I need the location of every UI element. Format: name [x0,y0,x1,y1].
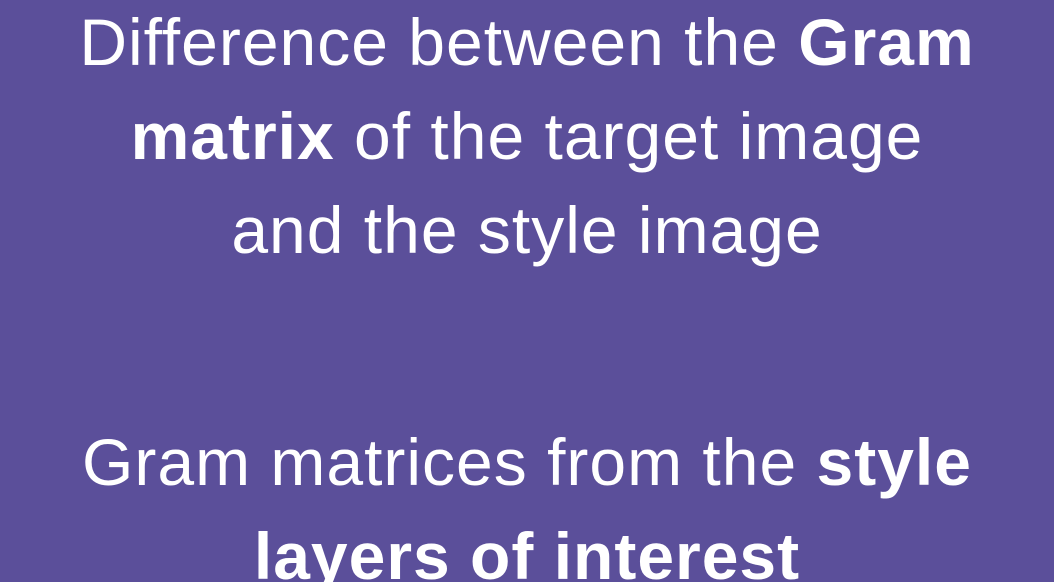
block2-line2: layers of interest [0,509,1054,582]
block1-line2: matrix of the target image [0,89,1054,183]
block2-line2-bold-text: layers of interest [253,519,801,582]
block1-line1-text: Difference between the [79,5,799,79]
block1-line3-text: and the style image [231,193,823,267]
block2-line1: Gram matrices from the style [0,415,1054,509]
block1-line2-bold-text: matrix [130,99,335,173]
slide-text-block-style-layers: Gram matrices from the style layers of i… [0,415,1054,582]
block2-line1-bold-text: style [816,425,972,499]
block1-line1: Difference between the Gram [0,0,1054,89]
block1-line1-bold-text: Gram [798,5,975,79]
block1-line2-text: of the target image [334,99,924,173]
slide-text-block-gram-difference: Difference between the Gram matrix of th… [0,0,1054,277]
block2-line1-text: Gram matrices from the [82,425,817,499]
block1-line3: and the style image [0,183,1054,277]
